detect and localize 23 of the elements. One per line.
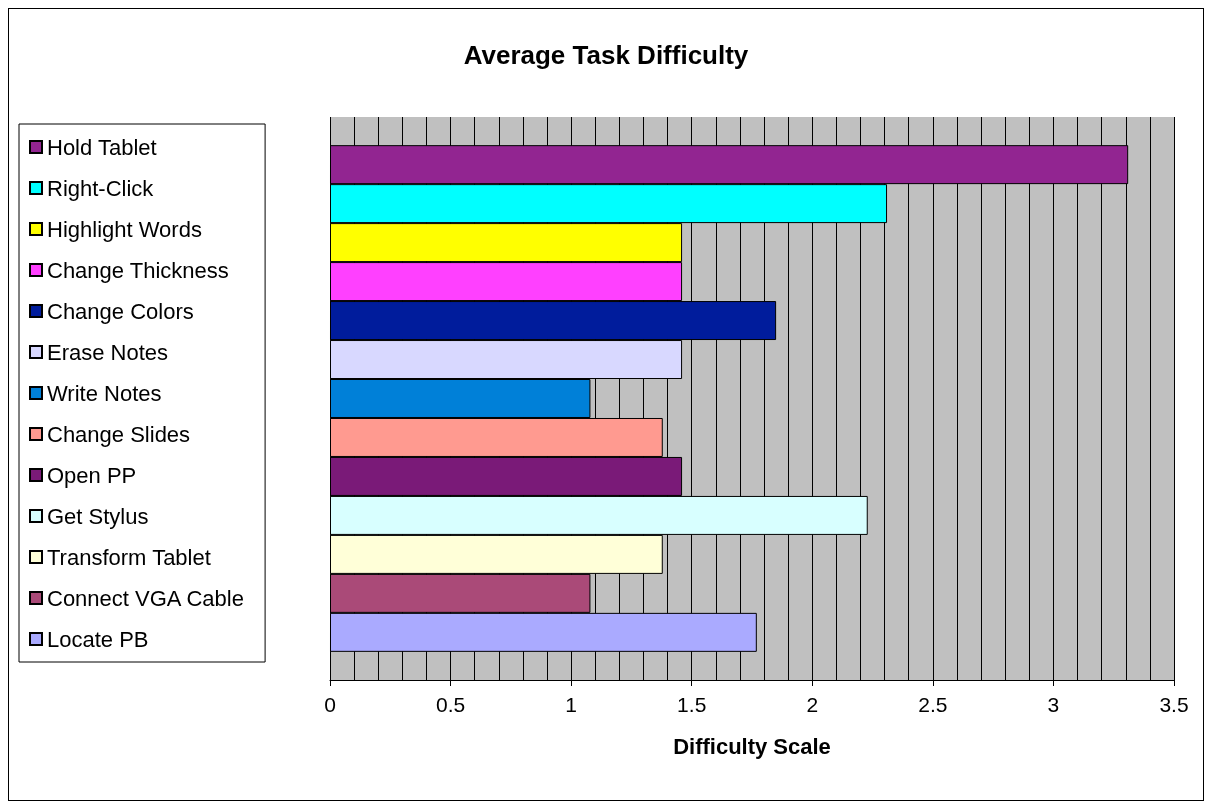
x-axis-title: Difficulty Scale — [673, 733, 831, 759]
legend-label: Right-Click — [47, 175, 155, 201]
x-tick-label: 1.5 — [677, 693, 707, 716]
legend-label: Locate PB — [47, 626, 149, 652]
legend-label: Hold Tablet — [47, 134, 157, 160]
legend-label: Connect VGA Cable — [47, 585, 244, 611]
legend-label: Get Stylus — [47, 503, 149, 529]
legend-label: Change Colors — [47, 298, 194, 324]
legend-label: Open PP — [47, 462, 137, 488]
legend-label: Highlight Words — [47, 216, 202, 242]
x-tick-label: 1 — [565, 693, 577, 716]
x-tick-label: 2.5 — [918, 693, 948, 716]
x-tick-label: 0.5 — [435, 693, 466, 716]
x-tick-label: 3.5 — [1159, 693, 1189, 716]
legend-label: Erase Notes — [47, 339, 169, 365]
legend-label: Transform Tablet — [47, 544, 211, 570]
chart-title: Average Task Difficulty — [463, 40, 749, 70]
legend-label: Write Notes — [47, 380, 162, 406]
x-tick-label: 3 — [1047, 693, 1060, 716]
x-tick-label: 2 — [806, 693, 819, 716]
legend-label: Change Thickness — [47, 257, 229, 283]
legend-label: Change Slides — [47, 421, 191, 447]
x-tick-label: 0 — [324, 693, 336, 716]
